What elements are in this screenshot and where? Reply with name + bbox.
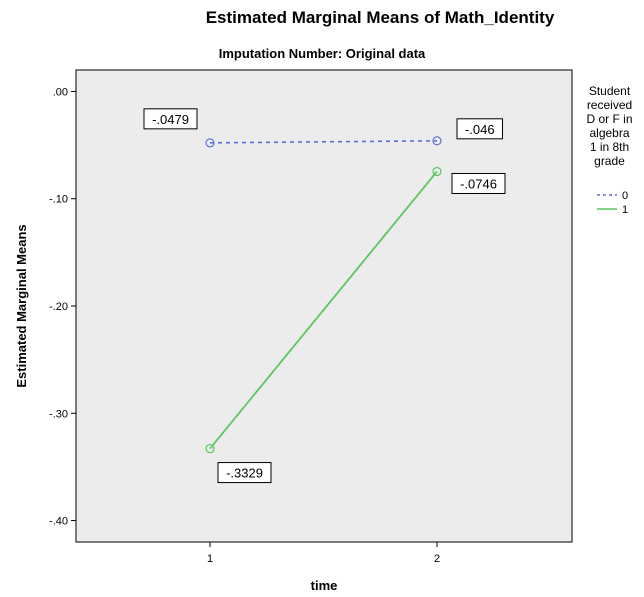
chart-subtitle: Imputation Number: Original data [218,46,426,61]
y-axis-label: Estimated Marginal Means [14,224,29,387]
data-label: -.0746 [451,172,506,194]
data-label: -.046 [456,118,503,140]
data-label: -.0479 [143,108,198,130]
y-tick-label: -.30 [49,408,68,420]
legend: 01 [597,190,628,216]
series-layer [205,136,442,454]
series-line-0 [209,140,438,144]
data-labels: -.0479 -.046 -.3329 -.0746 [143,108,506,484]
legend-label: 1 [622,204,628,216]
data-point [205,443,215,454]
y-tick-label: -.10 [49,194,68,206]
legend-label: 0 [622,190,628,202]
legend-title: Student received D or F in algebra 1 in … [575,84,644,168]
y-axis: .00 -.10 -.20 -.30 -.40 [49,86,76,528]
plot-area [75,69,573,543]
legend-title-line: Student [588,84,631,98]
chart-title: Estimated Marginal Means of Math_Identit… [205,8,555,27]
legend-title-line: grade [594,154,625,168]
data-point [205,138,215,148]
x-axis-label: time [311,578,338,593]
legend-title-line: received [586,98,633,112]
legend-title-line: 1 in 8th [589,140,630,154]
data-label-text: -.046 [465,122,495,137]
y-tick-label: -.20 [49,301,68,313]
legend-title-line: algebra [589,126,630,140]
y-tick-label: -.40 [49,516,68,528]
data-label-text: -.0746 [460,176,497,191]
y-tick-label: .00 [53,86,68,98]
series-line-1 [209,170,438,450]
data-point [432,166,442,177]
data-label-box [143,108,198,130]
data-label-text: -.0479 [152,112,189,127]
x-tick-label: 1 [207,553,213,565]
data-label-box [451,172,506,194]
data-label-box [217,462,272,484]
data-label: -.3329 [217,462,272,484]
data-label-text: -.3329 [226,466,263,481]
data-label-box [456,118,503,140]
legend-title-line: D or F in [586,112,633,126]
x-tick-label: 2 [434,553,440,565]
data-point [432,136,442,146]
